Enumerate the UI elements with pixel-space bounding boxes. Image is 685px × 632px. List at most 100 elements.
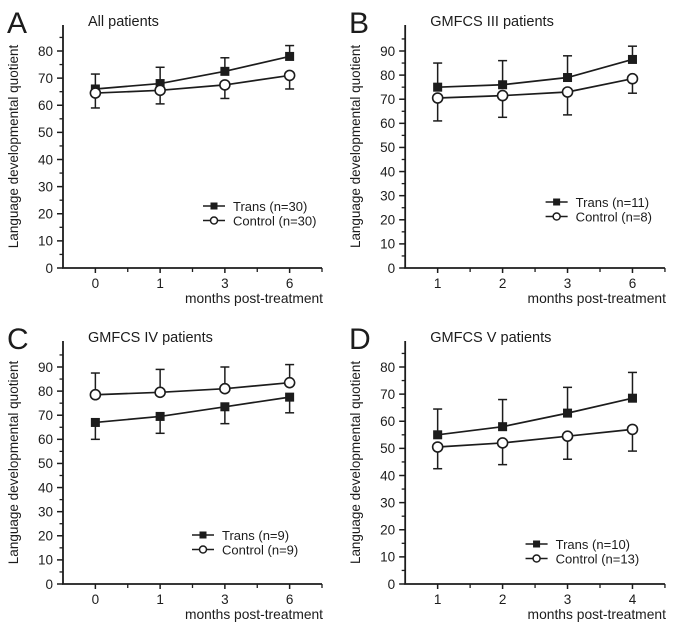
x-axis-label: months post-treatment — [528, 606, 667, 622]
panel-d: D GMFCS V patients 0 10 20 30 40 50 60 70 80 1 2 3 4 La… — [342, 316, 685, 632]
legend-label: Trans (n=10) — [556, 537, 630, 552]
series-line — [437, 428, 633, 448]
legend-open-circle-marker — [552, 212, 561, 221]
panel-b: B GMFCS III patients 0 10 20 30 40 50 60 70 80 90 1 2… — [342, 0, 685, 316]
chart-all-patients: A All patients 0 10 20 30 40 50 60 70 80 0 1 3 6 Langua… — [6, 7, 323, 306]
y-axis-label: Language developmental quotient — [348, 361, 363, 564]
legend-label: Control (n=13) — [556, 551, 640, 566]
y-tick-label: 10 — [380, 550, 395, 565]
y-tick-label: 40 — [380, 468, 395, 483]
x-tick-label: 6 — [629, 276, 637, 291]
open-circle-marker — [431, 92, 444, 104]
legend-filled-square-marker — [199, 531, 207, 539]
open-circle-marker — [626, 423, 639, 436]
filled-square-marker — [155, 411, 165, 421]
y-tick-label: 10 — [38, 553, 53, 568]
legend-label: Trans (n=11) — [576, 195, 649, 210]
y-tick-label: 10 — [380, 237, 395, 252]
y-tick-label: 60 — [38, 432, 53, 447]
series-line — [95, 55, 290, 90]
y-tick-label: 60 — [380, 414, 395, 429]
series-control — [431, 423, 639, 470]
filled-square-marker — [220, 66, 230, 76]
legend-filled-square-marker — [533, 540, 541, 548]
y-tick-label: 80 — [380, 360, 395, 375]
x-axis-label: months post-treatment — [528, 290, 667, 306]
legend-open-circle-marker — [532, 554, 541, 563]
y-tick-label: 0 — [388, 261, 396, 276]
open-circle-marker — [561, 430, 574, 442]
chart-gmfcs-iii-patients: B GMFCS III patients 0 10 20 30 40 50 60 70 80 90 1 2… — [348, 7, 667, 306]
open-circle-marker — [283, 69, 296, 82]
y-tick-label: 90 — [38, 360, 53, 375]
y-tick-label: 90 — [380, 44, 395, 59]
panel-label: B — [349, 7, 369, 40]
open-circle-marker — [89, 388, 102, 401]
y-tick-label: 50 — [380, 441, 395, 456]
y-tick-label: 20 — [38, 529, 53, 544]
x-axis-label: months post-treatment — [185, 291, 323, 306]
filled-square-marker — [433, 430, 443, 440]
x-tick-label: 6 — [286, 592, 294, 607]
filled-square-marker — [563, 408, 573, 418]
legend-open-circle-marker — [209, 216, 219, 225]
y-tick-label: 80 — [38, 44, 53, 59]
y-axis-label: Language developmental quotient — [6, 361, 21, 565]
filled-square-marker — [285, 392, 295, 402]
y-tick-label: 60 — [380, 116, 395, 131]
x-tick-label: 1 — [156, 592, 164, 607]
panel-label: C — [7, 323, 29, 356]
y-tick-label: 20 — [38, 207, 53, 222]
open-circle-marker — [219, 79, 231, 91]
series-control — [431, 72, 639, 122]
filled-square-marker — [498, 422, 508, 432]
y-tick-label: 20 — [380, 213, 395, 228]
chart-title: GMFCS IV patients — [88, 330, 213, 346]
x-tick-label: 1 — [434, 592, 442, 607]
legend-open-circle-marker — [198, 545, 208, 554]
series-line — [95, 396, 290, 424]
y-tick-label: 50 — [38, 456, 53, 471]
y-tick-label: 30 — [380, 495, 395, 510]
chart-title: All patients — [88, 14, 159, 30]
y-tick-label: 10 — [38, 234, 53, 249]
legend-filled-square-marker — [210, 202, 218, 210]
series-line — [95, 381, 290, 396]
y-tick-label: 80 — [380, 68, 395, 83]
series-trans — [90, 44, 295, 94]
series-line — [437, 77, 633, 99]
filled-square-marker — [220, 402, 230, 412]
filled-square-marker — [285, 51, 295, 61]
series-trans — [433, 371, 637, 440]
x-tick-label: 2 — [499, 592, 507, 607]
y-tick-label: 20 — [380, 523, 395, 538]
panel-label: A — [7, 7, 27, 40]
y-tick-label: 0 — [45, 577, 53, 592]
y-tick-label: 70 — [38, 408, 53, 423]
open-circle-marker — [219, 382, 231, 395]
filled-square-marker — [498, 80, 508, 90]
y-tick-label: 60 — [38, 98, 53, 113]
y-tick-label: 70 — [380, 92, 395, 107]
legend-label: Control (n=30) — [233, 213, 316, 228]
chart-title: GMFCS V patients — [430, 330, 551, 346]
chart-title: GMFCS III patients — [430, 14, 554, 30]
open-circle-marker — [431, 441, 444, 453]
series-line — [95, 74, 290, 94]
open-circle-marker — [496, 437, 509, 449]
x-tick-label: 3 — [221, 592, 229, 607]
legend: Trans (n=30)Control (n=30) — [203, 199, 316, 228]
series-line — [437, 397, 633, 436]
x-tick-label: 3 — [564, 592, 572, 607]
panel-c: C GMFCS IV patients 0 10 20 30 40 50 60 70 80 90 0 1 3… — [0, 316, 342, 632]
open-circle-marker — [283, 376, 296, 389]
x-tick-label: 0 — [92, 592, 100, 607]
y-tick-label: 50 — [380, 140, 395, 155]
y-tick-label: 0 — [388, 577, 396, 592]
x-tick-label: 3 — [564, 276, 572, 291]
open-circle-marker — [154, 386, 166, 399]
y-axis-label: Language developmental quotient — [6, 45, 21, 249]
legend: Trans (n=9)Control (n=9) — [192, 528, 298, 557]
y-tick-label: 40 — [380, 164, 395, 179]
